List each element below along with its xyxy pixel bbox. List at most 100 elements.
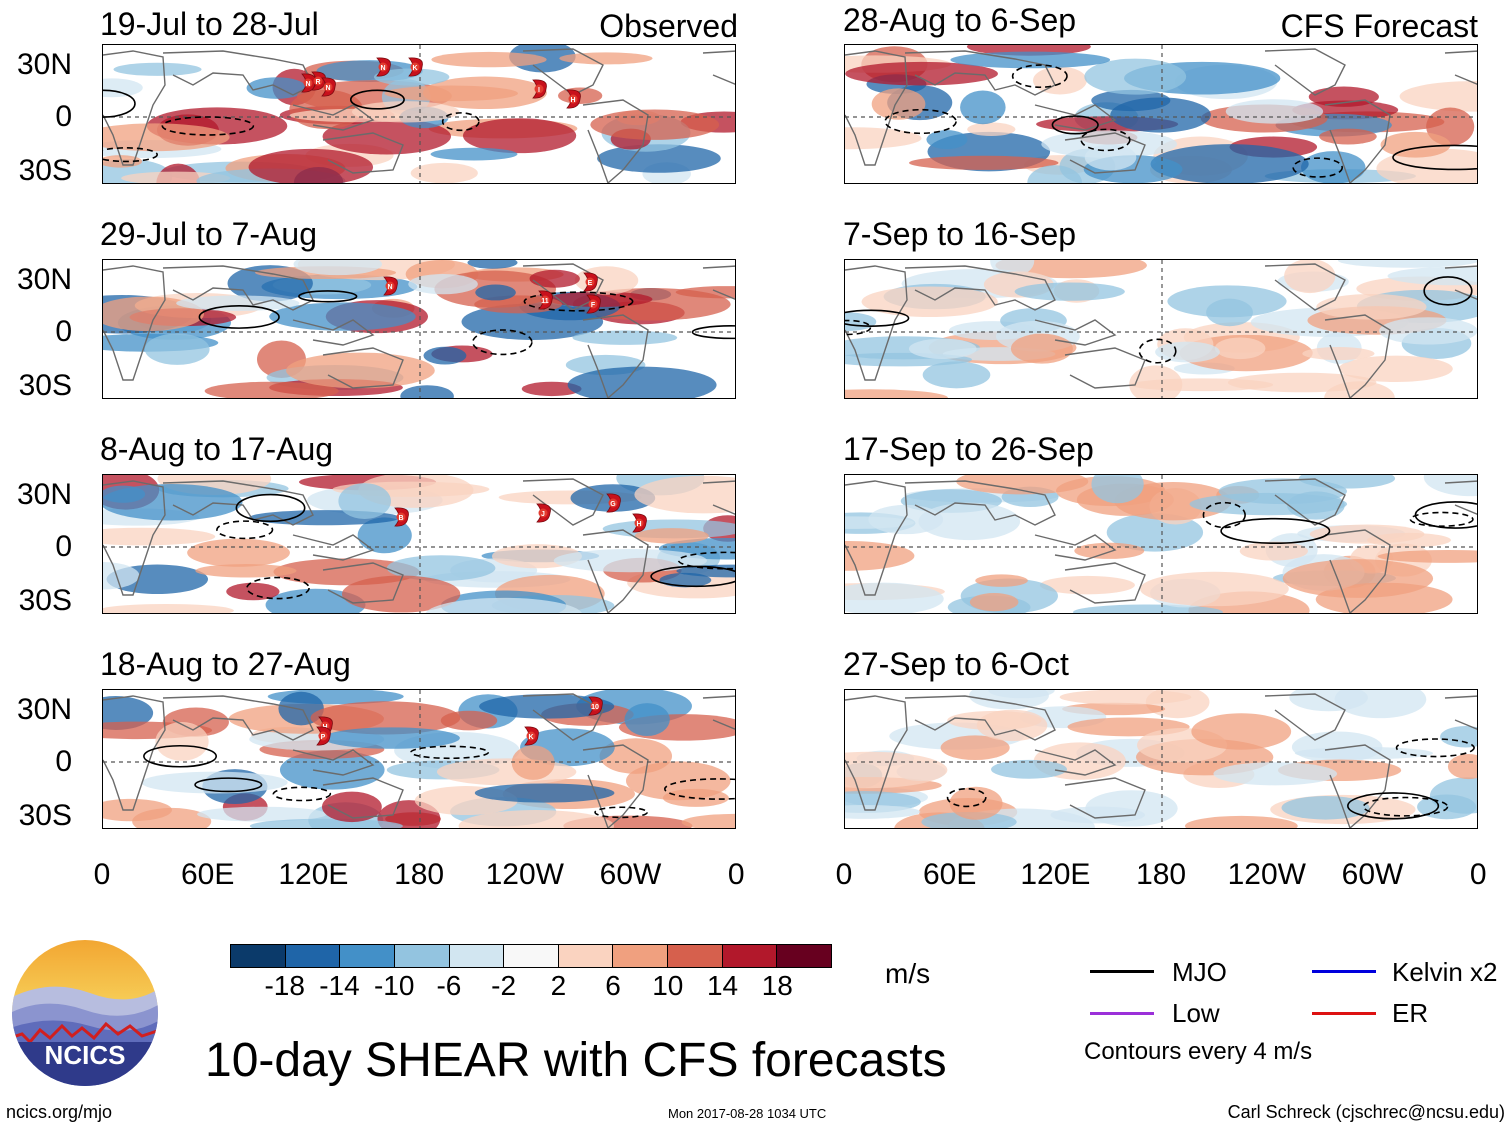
lon-label-left-6: 60W [599, 858, 662, 891]
storm-marker: K [408, 57, 423, 77]
shear-blob [1423, 475, 1477, 497]
shear-blob [572, 330, 678, 345]
shear-blob [624, 703, 670, 736]
mjo-contour [472, 329, 533, 356]
mjo-contour [1051, 115, 1099, 135]
lon-label-left-2: 60E [180, 858, 235, 891]
panel-title-right-3: 17-Sep to 26-Sep [843, 431, 1094, 467]
lon-label-right-6: 60W [1341, 858, 1404, 891]
colorbar-tick-6: 2 [550, 970, 567, 1001]
shear-blob [1225, 99, 1324, 124]
shear-blob [141, 771, 288, 794]
storm-marker: N [376, 57, 391, 77]
lat-label-4-3: 30S [18, 799, 72, 832]
map-panel-right-1 [844, 44, 1478, 184]
lon-label-right-2: 60E [922, 858, 977, 891]
shear-blob [1387, 266, 1477, 286]
colorbar-swatch-8 [612, 945, 668, 967]
shear-blob [988, 690, 1055, 699]
storm-marker: P [316, 726, 331, 746]
shear-blob [155, 722, 209, 761]
shear-blob [197, 806, 327, 822]
shear-blob [187, 538, 290, 567]
shear-blob [662, 788, 729, 807]
shear-blob [1302, 347, 1375, 361]
panel-title-right-1: 28-Aug to 6-Sep [843, 2, 1077, 38]
shear-blob [1377, 549, 1477, 563]
shear-field-right-2 [845, 260, 1477, 398]
storm-marker: B [394, 507, 409, 527]
mjo-contour [1080, 128, 1131, 152]
shear-blob [675, 286, 735, 299]
shear-blob [1447, 754, 1477, 780]
shear-blob [103, 123, 230, 152]
colorbar-tick-3: -10 [373, 970, 415, 1001]
shear-blob [400, 385, 454, 398]
mjo-contour [664, 778, 735, 800]
mjo-contour [1138, 338, 1177, 364]
legend-low-label: Low [1172, 998, 1220, 1028]
shear-blob [1184, 815, 1298, 828]
shear-blob [265, 588, 366, 613]
colorbar-swatch-7 [557, 945, 613, 967]
colorbar-tick-9: 14 [706, 970, 739, 1001]
shear-blob [553, 549, 707, 573]
shear-blob [373, 68, 450, 86]
shear-blob [1050, 806, 1145, 824]
mjo-contour [298, 290, 358, 303]
cfs-forecast-label: CFS Forecast [1280, 8, 1478, 44]
shear-blob [967, 122, 1016, 137]
colorbar-swatch-1 [231, 945, 285, 967]
shear-blob [845, 61, 998, 86]
storm-label: N [305, 81, 310, 88]
colorbar-tick-8: 10 [652, 970, 684, 1001]
shear-blob [1033, 66, 1087, 95]
shear-blob [1084, 144, 1137, 171]
shear-blob [1014, 282, 1125, 301]
colorbar-swatch-9 [667, 945, 722, 967]
shear-blob [1440, 726, 1477, 748]
shear-blob [1155, 341, 1220, 363]
storm-label: H [636, 521, 641, 528]
storm-marker: K [524, 726, 539, 746]
mjo-contour [246, 576, 310, 600]
shear-blob [293, 260, 382, 276]
observed-label: Observed [599, 8, 738, 44]
shear-blob [1301, 151, 1366, 183]
colorbar-swatch-6 [503, 945, 558, 967]
map-panel-right-3 [844, 474, 1478, 614]
shear-field-left-1: N RNN KIH [103, 45, 735, 183]
mjo-contour [691, 325, 735, 340]
mjo-contour [1414, 501, 1477, 529]
colorbar-swatch-10 [721, 945, 777, 967]
shear-field-right-1 [845, 45, 1477, 183]
shear-blob [1110, 97, 1211, 133]
mjo-contour [143, 744, 218, 768]
storm-label: K [412, 65, 417, 72]
lat-label-4-2: 0 [55, 745, 72, 778]
shear-blob [976, 709, 1048, 742]
storm-marker: E [583, 272, 598, 292]
mjo-contour [1423, 276, 1473, 306]
shear-blob [286, 352, 435, 389]
storm-label: F [591, 302, 596, 309]
shear-blob [474, 783, 615, 803]
mjo-contour [650, 565, 735, 588]
colorbar-tick-10: 18 [761, 970, 793, 1001]
shear-blob [1316, 294, 1427, 320]
shear-blob [634, 475, 735, 514]
footer-url[interactable]: ncics.org/mjo [6, 1102, 113, 1122]
lon-label-right-7: 0 [1469, 858, 1487, 891]
storm-marker: N [321, 77, 336, 97]
lon-label-right-4: 180 [1136, 858, 1187, 891]
shear-blob [204, 381, 339, 398]
coastlines [103, 263, 735, 398]
map-panel-left-2: N E 11 F [102, 259, 736, 399]
shear-blob [1206, 298, 1253, 327]
shear-blob [511, 745, 555, 780]
shear-blob [1130, 378, 1274, 392]
mjo-contour [1392, 144, 1477, 171]
shear-blob [918, 502, 1021, 541]
lat-label-2-1: 30N [16, 263, 72, 296]
